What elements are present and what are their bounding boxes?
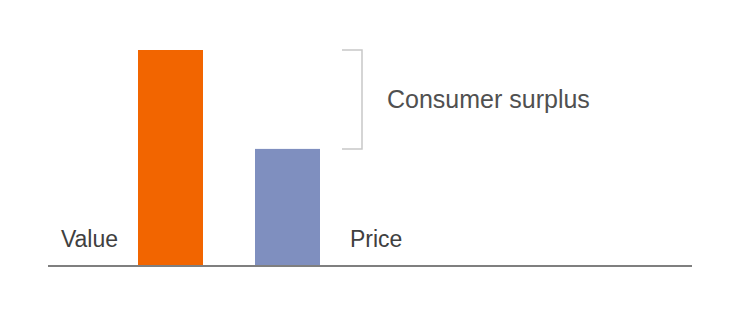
category-label: Value [61, 226, 118, 252]
bars [138, 50, 320, 265]
bracket [342, 50, 362, 149]
bar [138, 50, 203, 265]
chart: Value Price Consumer surplus [0, 0, 750, 335]
chart-root: Value Price Consumer surplus [0, 0, 750, 335]
x-axis-line [48, 265, 692, 267]
category-label: Price [350, 226, 402, 252]
annotation: Consumer surplus [387, 85, 590, 113]
bar [255, 149, 320, 265]
